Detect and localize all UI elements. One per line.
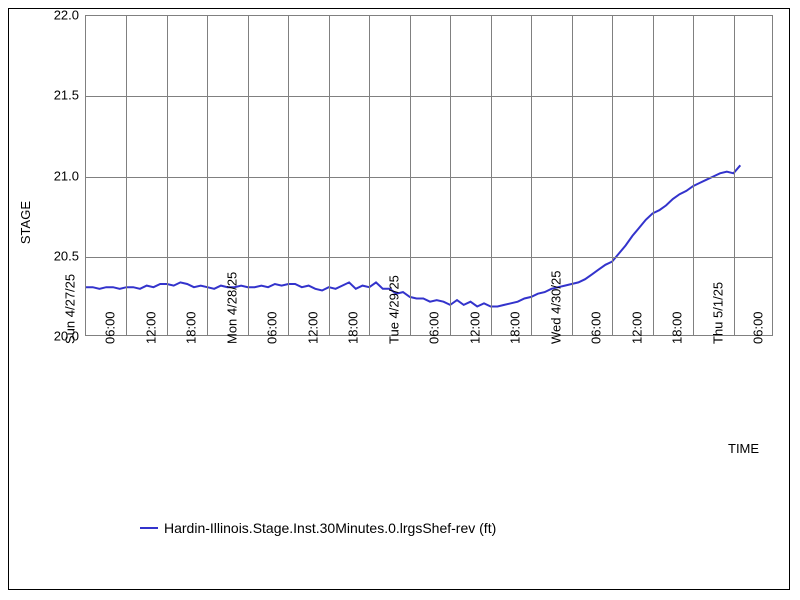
- gridline-v: [531, 16, 532, 335]
- gridline-h: [86, 96, 772, 97]
- xtick-label-major: Sun 4/27/25: [63, 274, 78, 344]
- xtick-label-major: Tue 4/29/25: [386, 275, 401, 344]
- gridline-v: [207, 16, 208, 335]
- gridline-v: [693, 16, 694, 335]
- line-series-svg: [86, 16, 772, 335]
- xtick-label-minor: 18:00: [670, 311, 685, 344]
- gridline-v: [572, 16, 573, 335]
- gridline-v: [734, 16, 735, 335]
- gridline-h: [86, 177, 772, 178]
- x-axis-label: TIME: [728, 441, 759, 456]
- xtick-label-minor: 06:00: [265, 311, 280, 344]
- xtick-label-minor: 06:00: [427, 311, 442, 344]
- ytick-label: 22.0: [43, 8, 79, 23]
- xtick-label-minor: 18:00: [346, 311, 361, 344]
- ytick-label: 21.0: [43, 168, 79, 183]
- legend: Hardin-Illinois.Stage.Inst.30Minutes.0.l…: [140, 520, 496, 536]
- gridline-v: [450, 16, 451, 335]
- gridline-v: [329, 16, 330, 335]
- xtick-label-minor: 06:00: [103, 311, 118, 344]
- xtick-label-minor: 12:00: [143, 311, 158, 344]
- stage-time-chart: STAGE TIME Hardin-Illinois.Stage.Inst.30…: [0, 0, 800, 600]
- plot-area: [85, 15, 773, 336]
- gridline-v: [288, 16, 289, 335]
- gridline-v: [248, 16, 249, 335]
- gridline-v: [167, 16, 168, 335]
- xtick-label-minor: 12:00: [629, 311, 644, 344]
- gridline-v: [491, 16, 492, 335]
- xtick-label-minor: 18:00: [184, 311, 199, 344]
- xtick-label-major: Thu 5/1/25: [710, 282, 725, 344]
- y-axis-label: STAGE: [18, 201, 33, 244]
- xtick-label-minor: 06:00: [589, 311, 604, 344]
- ytick-label: 21.5: [43, 88, 79, 103]
- xtick-label-minor: 12:00: [305, 311, 320, 344]
- xtick-label-major: Wed 4/30/25: [548, 271, 563, 344]
- gridline-v: [410, 16, 411, 335]
- xtick-label-minor: 06:00: [751, 311, 766, 344]
- ytick-label: 20.5: [43, 248, 79, 263]
- gridline-v: [126, 16, 127, 335]
- legend-label: Hardin-Illinois.Stage.Inst.30Minutes.0.l…: [164, 520, 496, 536]
- gridline-v: [369, 16, 370, 335]
- xtick-label-major: Mon 4/28/25: [224, 272, 239, 344]
- gridline-v: [612, 16, 613, 335]
- legend-swatch: [140, 527, 158, 529]
- gridline-h: [86, 257, 772, 258]
- stage-line: [86, 165, 740, 306]
- xtick-label-minor: 12:00: [467, 311, 482, 344]
- xtick-label-minor: 18:00: [508, 311, 523, 344]
- gridline-v: [653, 16, 654, 335]
